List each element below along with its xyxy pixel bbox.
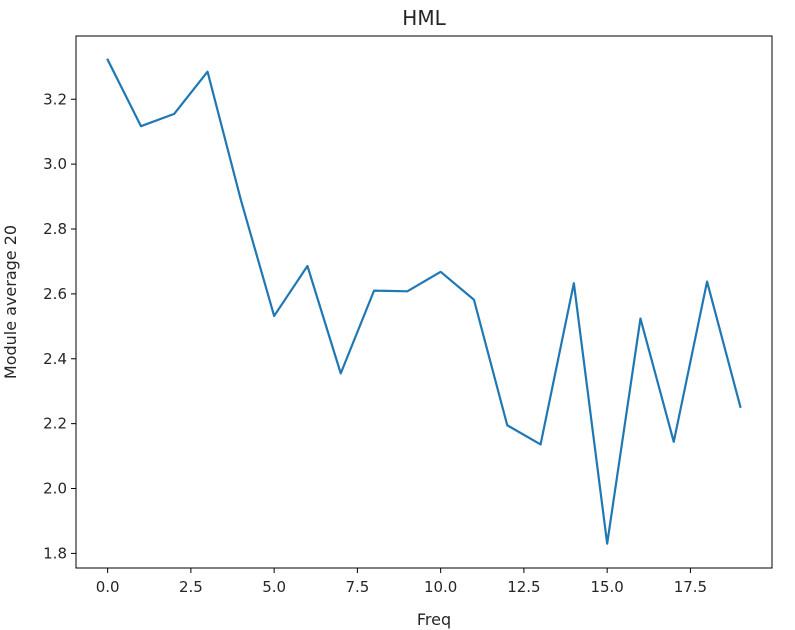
x-tick-label: 12.5 <box>507 578 540 596</box>
x-axis-label: Freq <box>417 610 451 629</box>
chart-title: HML <box>402 6 446 30</box>
y-axis: 1.8 2.0 2.2 2.4 2.6 2.8 3.0 3.2 <box>43 90 76 562</box>
y-tick-label: 2.2 <box>43 415 67 433</box>
y-tick-label: 2.4 <box>43 350 67 368</box>
y-tick-label: 3.2 <box>43 90 67 108</box>
y-tick-label: 2.0 <box>43 480 67 498</box>
x-tick-label: 0.0 <box>96 578 120 596</box>
x-tick-label: 7.5 <box>345 578 369 596</box>
y-tick-label: 3.0 <box>43 155 67 173</box>
y-axis-label: Module average 20 <box>1 225 20 379</box>
plot-frame <box>75 35 773 569</box>
x-tick-label: 10.0 <box>424 578 457 596</box>
x-axis: 0.0 2.5 5.0 7.5 10.0 12.5 15.0 17.5 <box>96 568 707 596</box>
y-tick-label: 2.6 <box>43 285 67 303</box>
y-tick-label: 2.8 <box>43 220 67 238</box>
x-tick-label: 5.0 <box>262 578 286 596</box>
y-tick-label: 1.8 <box>43 544 67 562</box>
series-line <box>106 58 742 545</box>
plot-background <box>76 36 772 568</box>
x-tick-label: 17.5 <box>674 578 707 596</box>
series-layer <box>106 58 742 545</box>
x-tick-label: 2.5 <box>179 578 203 596</box>
x-tick-label: 15.0 <box>590 578 623 596</box>
